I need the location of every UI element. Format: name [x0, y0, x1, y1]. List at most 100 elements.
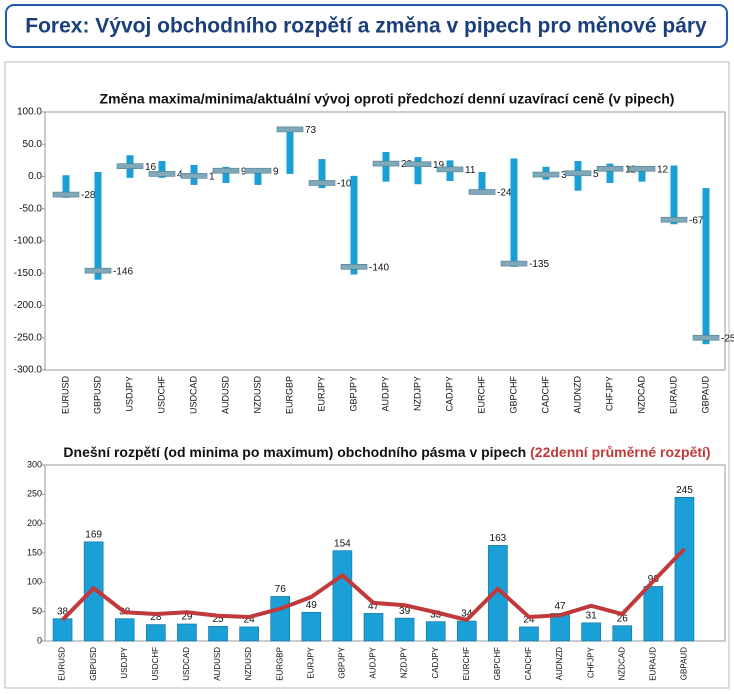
chart-title: Změna maxima/minima/aktuální vývoj oprot… [100, 91, 675, 107]
header-title: Forex: Vývoj obchodního rozpětí a změna … [25, 15, 707, 38]
x-tick-label: USDCAD [188, 376, 198, 415]
x-tick-label: GBPCHF [493, 647, 502, 680]
current-marker [532, 171, 560, 178]
bar [394, 617, 415, 642]
current-marker [436, 166, 464, 173]
x-tick-label: GBPUSD [92, 376, 102, 415]
value-label: 1 [209, 171, 215, 182]
value-label: 245 [676, 485, 693, 496]
value-label: 24 [523, 615, 535, 626]
value-label: 12 [657, 164, 669, 175]
current-marker [244, 167, 272, 174]
current-marker [628, 165, 656, 172]
x-tick-label: AUDNZD [555, 647, 564, 681]
range-bar [158, 161, 166, 178]
y-tick-label: -300.0 [14, 365, 43, 376]
bar [146, 624, 166, 642]
range-bar [350, 175, 358, 275]
current-marker [148, 171, 176, 177]
y-tick-label: -50.0 [19, 203, 42, 214]
y-tick-label: 0 [37, 635, 42, 645]
value-label: 49 [306, 600, 318, 611]
current-marker [340, 263, 368, 270]
value-label: 24 [244, 615, 256, 626]
current-marker [276, 126, 304, 133]
value-label: 26 [617, 613, 629, 624]
x-tick-label: EURJPY [306, 646, 315, 678]
current-marker [500, 260, 528, 267]
bar [519, 626, 539, 642]
value-label: 5 [593, 169, 599, 180]
bar [114, 618, 135, 642]
value-label: 31 [586, 610, 598, 621]
value-label: 28 [150, 612, 162, 623]
range-bar [414, 157, 422, 185]
value-label: 33 [430, 609, 442, 620]
x-tick-label: GBPAUD [680, 647, 689, 680]
x-tick-label: GBPJPY [348, 376, 358, 412]
y-tick-label: -200.0 [14, 300, 43, 311]
range-bar [94, 171, 102, 280]
x-tick-label: NZDUSD [244, 647, 253, 681]
bar [488, 545, 508, 642]
value-label: 163 [490, 533, 507, 544]
value-label: 39 [399, 606, 411, 617]
range-bar [62, 175, 70, 198]
bar [301, 611, 322, 642]
x-tick-label: USDCHF [151, 647, 160, 680]
range-bar [382, 151, 390, 182]
bar [363, 613, 384, 642]
title-part: Dnešní rozpětí (od minima po maximum) ob… [63, 444, 526, 460]
bar [270, 596, 291, 642]
x-tick-label: EURUSD [60, 376, 70, 415]
x-tick-label: CADJPY [444, 376, 454, 412]
range-bar [222, 166, 230, 183]
x-tick-label: USDJPY [120, 646, 129, 678]
y-tick-label: 100 [27, 577, 42, 587]
bar [208, 626, 228, 642]
y-tick-label: 200 [27, 518, 42, 528]
y-tick-label: -250.0 [14, 332, 43, 343]
x-tick-label: EURAUD [668, 376, 678, 415]
y-tick-label: 0.0 [28, 171, 42, 182]
x-tick-label: CADJPY [431, 646, 440, 678]
x-tick-label: GBPAUD [700, 376, 710, 414]
bar [83, 541, 104, 642]
current-marker [308, 180, 336, 186]
value-label: -28 [81, 190, 96, 201]
y-tick-label: -150.0 [14, 268, 43, 279]
bar [52, 618, 73, 642]
y-tick-label: 100.0 [17, 107, 42, 118]
x-tick-label: EURGBP [284, 376, 294, 414]
y-tick-label: 300 [27, 459, 42, 469]
current-marker [468, 189, 496, 195]
current-marker [596, 165, 624, 172]
chart-title: Dnešní rozpětí (od minima po maximum) ob… [63, 444, 710, 460]
value-label: 73 [305, 125, 317, 136]
x-tick-label: USDCHF [156, 375, 166, 413]
x-tick-label: NZDJPY [400, 646, 409, 678]
current-marker [180, 173, 208, 179]
bar [332, 550, 353, 642]
bar [643, 586, 664, 642]
x-tick-label: NZDCAD [617, 647, 626, 681]
bar [177, 623, 197, 642]
current-marker [116, 163, 144, 169]
value-label: 47 [555, 601, 567, 612]
legend-entry: (22denní průměrné rozpětí) [530, 444, 710, 460]
panel [4, 61, 730, 689]
range-bar [702, 188, 710, 345]
header-box [5, 4, 728, 48]
range-bar [478, 171, 486, 195]
current-marker [52, 191, 80, 198]
current-marker [692, 334, 720, 341]
x-tick-label: EURCHF [476, 375, 486, 413]
value-label: 76 [275, 584, 287, 595]
value-label: 25 [212, 614, 224, 625]
y-tick-label: 150 [27, 547, 42, 557]
current-marker [212, 167, 240, 174]
x-tick-label: NZDCAD [636, 376, 646, 414]
value-label: -67 [689, 215, 704, 226]
y-tick-label: -100.0 [14, 236, 43, 247]
